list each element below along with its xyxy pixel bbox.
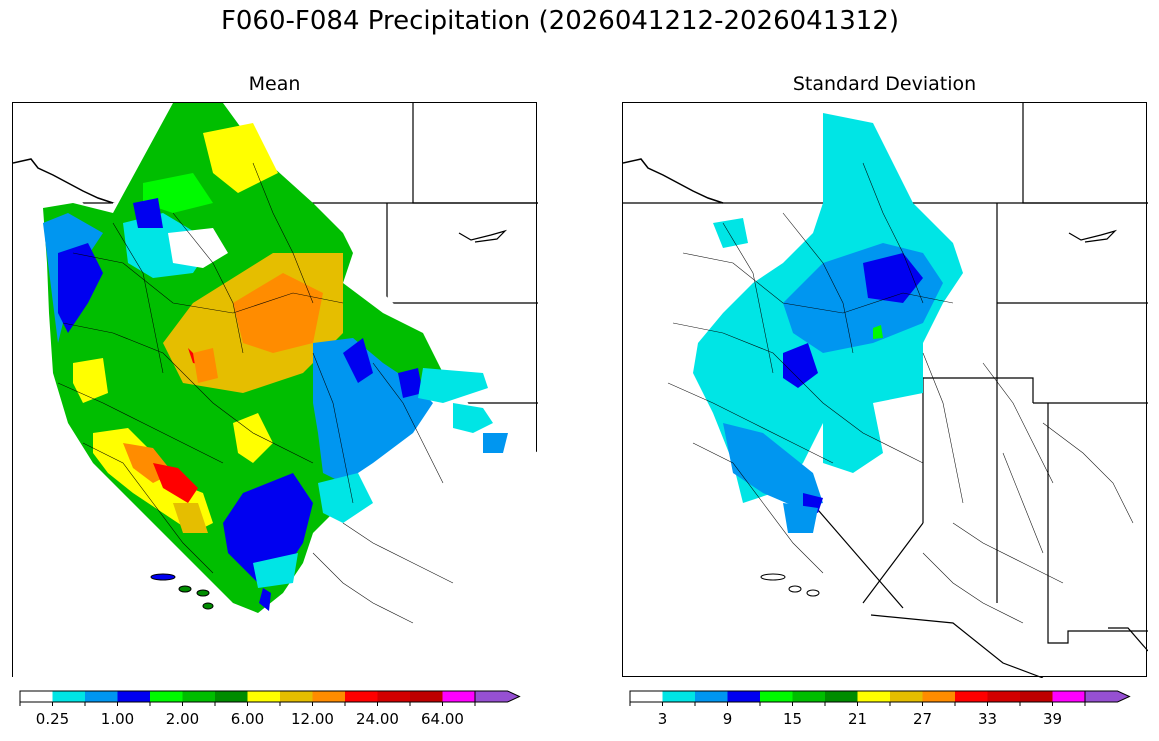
basin-outlines-std [667,162,1134,624]
std-tick-label: 9 [723,710,733,728]
mean-colorbar: 0.25 1.00 2.00 6.00 12.00 24.00 64.00 [19,690,540,728]
mean-color-bin-9 [312,691,345,702]
mean-color-bin-5 [182,691,215,702]
mean-panel-title: Mean [248,73,301,95]
std-color-bin-10 [955,691,988,702]
mean-color-bin-13 [442,691,475,702]
mean-tick-label: 64.00 [421,710,464,728]
mean-color-bin-4 [150,691,183,702]
std-fill [693,113,963,533]
std-color-bin-3 [727,691,760,702]
mean-colorbar-svg: 0.25 1.00 2.00 6.00 12.00 24.00 64.00 [19,690,521,728]
std-color-bin-1 [662,691,695,702]
std-color-bin-9 [922,691,955,702]
std-color-bin-14 [1084,690,1131,703]
mean-color-bin-6 [215,691,248,702]
std-panel-title: Standard Deviation [792,73,977,95]
std-deviation-map [622,102,1148,678]
mean-tick-label: 12.00 [291,710,334,728]
mean-map-svg [13,103,538,678]
mean-color-bin-12 [410,691,443,702]
mean-color-bin-10 [345,691,378,702]
mean-tick-label: 2.00 [166,710,199,728]
std-color-bin-2 [695,691,728,702]
std-colorbar-svg: 3 9 15 21 27 33 39 [629,690,1131,728]
mean-tick-label: 1.00 [101,710,134,728]
mean-color-bin-7 [247,691,280,702]
std-color-bin-5 [792,691,825,702]
std-map-svg [623,103,1148,678]
std-color-bin-6 [825,691,858,702]
std-color-bin-7 [857,691,890,702]
std-color-bin-4 [760,691,793,702]
mean-tick-label: 24.00 [356,710,399,728]
mean-islands [150,573,214,610]
mean-tick-label: 6.00 [231,710,264,728]
mean-precipitation-map [12,102,538,678]
std-color-bin-8 [890,691,923,702]
figure-title: F060-F084 Precipitation (2026041212-2026… [220,6,900,36]
mean-tick-label: 0.25 [36,710,69,728]
mean-color-bin-2 [85,691,118,702]
mean-precip-fill [43,103,508,613]
mean-color-bin-8 [280,691,313,702]
basin-outlines [57,162,454,624]
std-color-bin-13 [1052,691,1085,702]
std-tick-label: 3 [658,710,668,728]
std-tick-label: 27 [913,710,932,728]
mean-color-bin-14 [474,690,521,703]
mean-color-bin-0 [20,691,53,702]
mean-color-bin-1 [52,691,85,702]
std-color-bin-11 [987,691,1020,702]
std-color-bin-12 [1020,691,1053,702]
std-color-bin-0 [630,691,663,702]
mean-color-bin-3 [117,691,150,702]
std-colorbar: 3 9 15 21 27 33 39 [629,690,1150,728]
std-tick-label: 39 [1043,710,1062,728]
std-islands [760,573,820,597]
std-tick-label: 21 [848,710,867,728]
mean-color-bin-11 [377,691,410,702]
std-tick-label: 15 [783,710,802,728]
std-tick-label: 33 [978,710,997,728]
